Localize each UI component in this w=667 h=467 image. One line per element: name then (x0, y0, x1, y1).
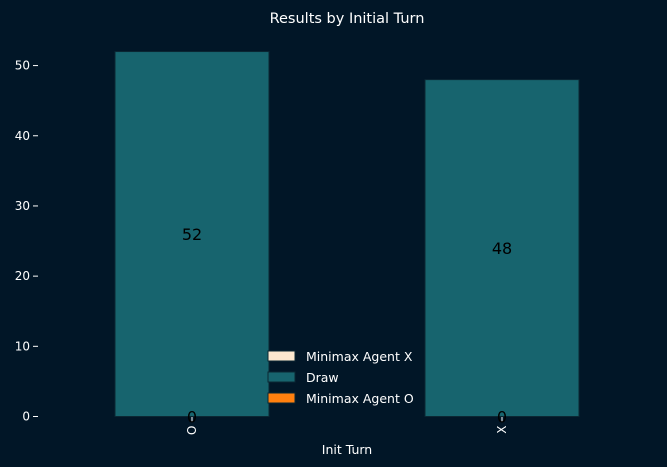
x-tick-label: X (495, 426, 509, 434)
x-axis-label: Init Turn (322, 442, 372, 457)
bar-data-label: 0 (187, 408, 197, 427)
legend-swatch (267, 350, 296, 362)
bar-data-label: 0 (497, 408, 507, 427)
y-tick-label: 20 (15, 269, 30, 283)
bar-labels: 0 52 0 48 (182, 225, 512, 426)
y-tick-label: 50 (15, 59, 30, 73)
legend-label: Minimax Agent O (306, 391, 414, 406)
legend-label: Minimax Agent X (306, 349, 413, 364)
bar-data-label: 52 (182, 225, 202, 244)
y-tick-label: 30 (15, 199, 30, 213)
y-tick-label: 0 (22, 410, 30, 424)
bar-data-label: 48 (492, 239, 512, 258)
bars (114, 51, 580, 417)
legend: Minimax Agent X Draw Minimax Agent O (267, 349, 414, 406)
chart-title: Results by Initial Turn (270, 11, 425, 27)
legend-swatch (267, 392, 296, 404)
x-tick-label: O (185, 426, 199, 435)
bar-draw-o (114, 51, 270, 417)
legend-swatch (267, 371, 296, 383)
y-tick-label: 10 (15, 339, 30, 353)
legend-label: Draw (306, 370, 339, 385)
y-tick-label: 40 (15, 129, 30, 143)
y-axis: 0 10 20 30 40 50 (15, 59, 38, 424)
bar-draw-x (424, 79, 580, 417)
